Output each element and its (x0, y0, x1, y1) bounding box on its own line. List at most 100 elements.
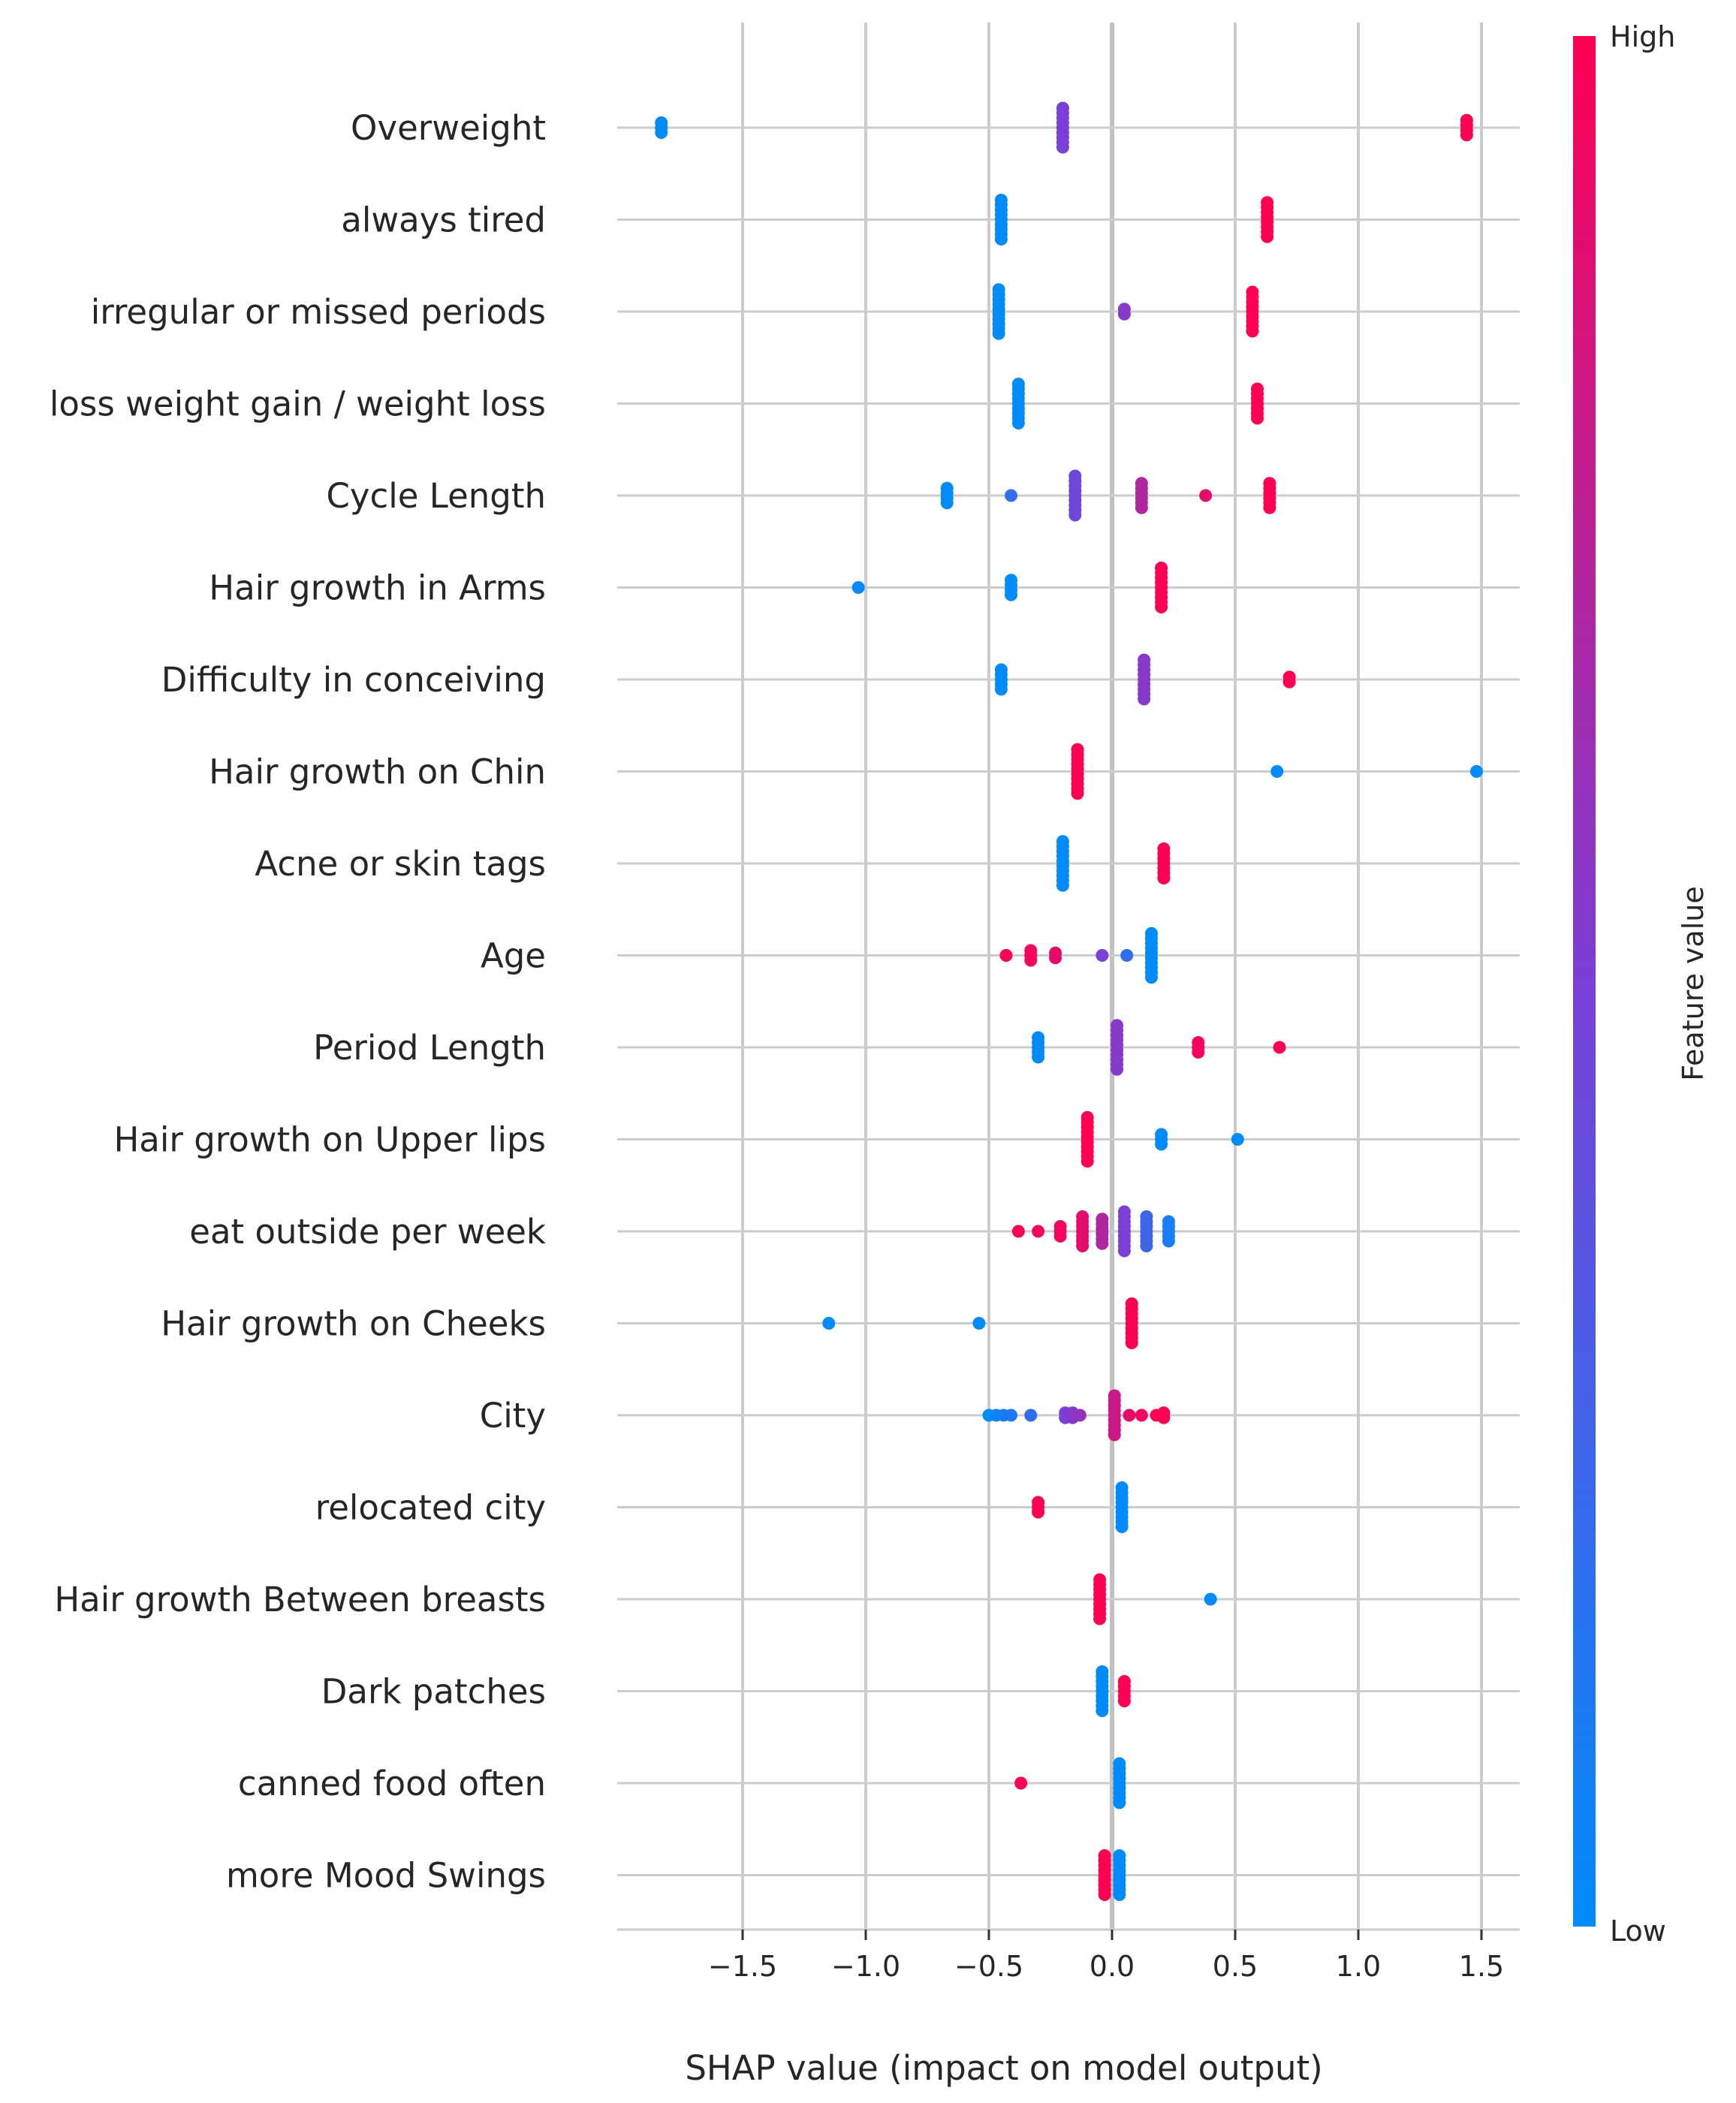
shap-point (1113, 1888, 1126, 1901)
shap-point (1011, 417, 1025, 429)
shap-point (1162, 1234, 1175, 1248)
shap-point (972, 1317, 986, 1330)
shap-point (1096, 1237, 1109, 1250)
feature-label: Acne or skin tags (255, 844, 546, 884)
data-points (655, 101, 1483, 1901)
shap-point (1469, 765, 1483, 778)
feature-label: irregular or missed periods (91, 292, 546, 332)
shap-point (851, 581, 865, 594)
feature-label: Difficulty in conceiving (161, 660, 546, 700)
shap-point (1204, 1592, 1217, 1606)
shap-point (999, 949, 1013, 962)
feature-label: Cycle Length (327, 476, 547, 516)
shap-point (1113, 1796, 1126, 1809)
shap-point (994, 233, 1008, 246)
feature-label: Hair growth on Upper lips (113, 1120, 546, 1160)
shap-point (1246, 324, 1259, 338)
colorbar-low-label: Low (1610, 1915, 1666, 1948)
feature-label: Hair growth on Chin (209, 752, 546, 792)
shap-point (1076, 1240, 1090, 1252)
shap-point (1111, 1062, 1124, 1076)
feature-label: relocated city (315, 1488, 546, 1528)
shap-point (1005, 489, 1018, 502)
shap-point (1108, 1428, 1121, 1442)
feature-labels: Overweight always tired irregular or misse… (50, 108, 546, 1896)
feature-label: loss weight gain / weight loss (50, 384, 546, 424)
x-tick-label: −0.5 (954, 1950, 1023, 1983)
shap-point (1155, 601, 1168, 613)
shap-point (1263, 501, 1276, 514)
colorbar-title: Feature value (1677, 886, 1710, 1080)
feature-label: Hair growth in Arms (209, 568, 546, 608)
shap-point (1157, 1411, 1171, 1424)
shap-point (1117, 1695, 1131, 1707)
feature-rows (617, 126, 1520, 1876)
colorbar-high-label: High (1610, 20, 1675, 53)
shap-point (1144, 971, 1158, 984)
shap-point (1135, 1409, 1148, 1422)
shap-point (1011, 1225, 1025, 1238)
shap-point (1024, 1409, 1038, 1422)
shap-point (1080, 1155, 1094, 1168)
shap-point (1049, 951, 1062, 965)
feature-label: Overweight (351, 108, 546, 148)
shap-point (940, 496, 954, 510)
colorbar-gradient (1573, 36, 1596, 1927)
shap-point (1135, 501, 1148, 514)
shap-point (1115, 1520, 1129, 1533)
colorbar: High Low Feature value (1573, 20, 1710, 1948)
feature-label: Hair growth on Cheeks (161, 1304, 546, 1344)
shap-point (992, 327, 1005, 340)
shap-point (1032, 1225, 1045, 1238)
shap-point (1231, 1133, 1244, 1146)
shap-point (1053, 1230, 1067, 1243)
shap-point (1073, 1409, 1087, 1422)
shap-point (1096, 1704, 1109, 1717)
shap-point (1032, 1505, 1045, 1519)
shap-point (1282, 675, 1296, 688)
shap-point (1005, 588, 1018, 601)
shap-point (1014, 1776, 1028, 1790)
shap-point (1032, 1050, 1045, 1064)
shap-point (822, 1317, 836, 1330)
shap-point (1157, 872, 1171, 884)
shap-point (1071, 787, 1084, 800)
feature-label: Age (481, 936, 546, 976)
x-axis: SHAP value (impact on model output) −1.5… (617, 1928, 1520, 2088)
shap-point (1024, 954, 1038, 967)
feature-label: Hair growth Between breasts (54, 1580, 546, 1619)
shap-point (1140, 1240, 1153, 1252)
shap-point (1120, 949, 1134, 962)
shap-point (1056, 878, 1069, 892)
shap-point (994, 682, 1008, 696)
shap-point (1056, 140, 1069, 154)
feature-label: always tired (341, 200, 546, 240)
x-tick-label: −1.5 (708, 1950, 777, 1983)
shap-point (1093, 1612, 1107, 1625)
shap-point (1005, 1409, 1018, 1422)
shap-point (655, 126, 668, 139)
feature-label: canned food often (238, 1764, 546, 1803)
x-tick-label: 0.5 (1213, 1950, 1258, 1983)
shap-point (1460, 128, 1473, 142)
x-axis-title: SHAP value (impact on model output) (685, 2048, 1322, 2088)
x-tick-label: 0.0 (1090, 1950, 1135, 1983)
shap-point (1192, 1046, 1205, 1059)
feature-label: Dark patches (321, 1672, 546, 1712)
shap-point (1261, 230, 1274, 243)
shap-point (1096, 949, 1109, 962)
feature-label: Period Length (313, 1028, 546, 1068)
shap-point (1098, 1888, 1111, 1901)
shap-point (1068, 508, 1082, 522)
shap-point (1123, 1409, 1136, 1422)
shap-point (1273, 1041, 1286, 1054)
x-tick-label: 1.0 (1336, 1950, 1381, 1983)
feature-label: eat outside per week (189, 1212, 546, 1252)
shap-point (1155, 1137, 1168, 1151)
x-tick-label: −1.0 (831, 1950, 900, 1983)
grid-lines (741, 23, 1483, 1930)
feature-label: City (480, 1396, 546, 1436)
shap-point (1138, 692, 1151, 706)
feature-label: more Mood Swings (226, 1856, 546, 1896)
